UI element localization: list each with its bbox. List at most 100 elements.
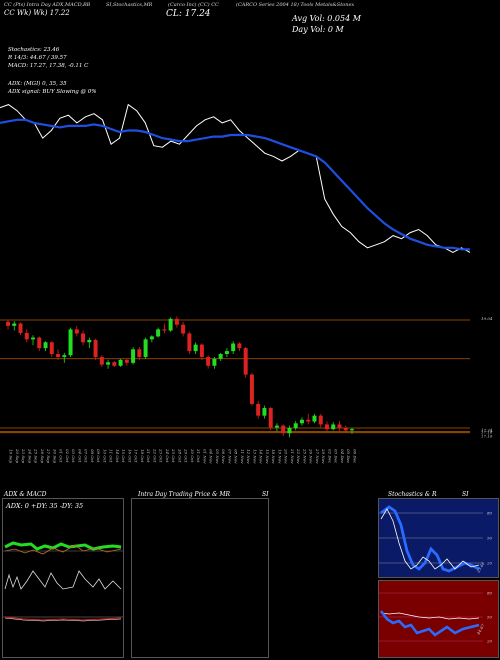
date-label: 26 Sep: [40, 448, 45, 463]
date-label: 11 Nov: [240, 449, 245, 464]
price-level-label: 17.18: [481, 430, 493, 435]
adx-readout: ADX: (MGI) 0, 35, 35: [8, 81, 67, 87]
stochastics-readout: Stochastics: 23.46: [8, 47, 60, 53]
price-level-label: 17.24: [481, 427, 493, 432]
date-label: 27 Sep: [46, 448, 51, 463]
date-label: 21 Nov: [290, 448, 295, 464]
date-label: 18 Nov: [271, 449, 276, 464]
date-label: 04 Oct: [77, 449, 82, 463]
adx-orange-line: [4, 544, 122, 555]
date-label: 05 Dec: [346, 449, 351, 464]
adx-macd-title: ADX & MACD: [4, 491, 47, 498]
candle-body: [331, 424, 336, 430]
candle-body: [256, 403, 261, 416]
candle-body: [68, 329, 73, 356]
date-label: 05 Nov: [215, 449, 220, 464]
date-label: 27 Nov: [315, 448, 320, 464]
date-label: 31 Oct: [196, 449, 201, 463]
date-label: 02 Dec: [327, 449, 332, 464]
stoch-si-label: SI: [462, 491, 469, 498]
date-label: 14 Oct: [115, 449, 120, 463]
candle-body: [299, 419, 304, 424]
candle-body: [118, 359, 123, 366]
adx-macd-panel: ADX: 0 +DY: 35 -DY: 35: [2, 498, 124, 658]
left-info: CC Wk) Wk) 17.22: [4, 9, 70, 17]
candle-body: [143, 339, 148, 357]
date-label: 03 Oct: [71, 449, 76, 463]
date-label: 11 Oct: [109, 449, 114, 463]
candle-body: [243, 348, 248, 375]
close-price-line: [0, 103, 471, 253]
day-vol-label: Day Vol: 0 M: [292, 25, 344, 34]
price-top-label: 19.04: [481, 316, 493, 321]
candle-body: [199, 344, 204, 357]
candle-body: [74, 329, 79, 334]
date-label: 15 Oct: [121, 449, 126, 463]
candle-body: [237, 343, 242, 349]
date-label: 01 Oct: [59, 449, 64, 463]
candle-body: [49, 342, 54, 355]
header-item-1: CC (Pts) Intra Day ADX,MACD,BB: [4, 2, 91, 8]
candle-body: [106, 362, 111, 365]
candle-body: [124, 359, 129, 363]
candle-body: [131, 349, 136, 363]
adx-white-line: [4, 570, 122, 590]
adx-green-line: [4, 541, 122, 551]
candle-body: [293, 423, 298, 428]
date-label: 30 Oct: [190, 449, 195, 463]
candle-body: [112, 362, 117, 366]
date-label: 12 Nov: [246, 449, 251, 464]
date-label: 30 Sep: [52, 449, 57, 463]
candle-body: [281, 425, 286, 434]
candle-body: [312, 415, 317, 422]
candle-body: [162, 329, 167, 331]
candle-body: [262, 408, 267, 416]
si-tick-label: 20: [486, 639, 493, 644]
stoch-value-label: 23.46: [475, 561, 486, 575]
si-panel: 80 50 20 44.67: [378, 580, 499, 658]
date-label: 06 Dec: [353, 449, 358, 464]
stoch-d-line: [380, 508, 480, 570]
candle-body: [218, 354, 223, 359]
candle-body: [324, 424, 329, 430]
candle-body: [206, 356, 211, 366]
date-label: 19 Nov: [277, 449, 282, 464]
date-label: 20 Nov: [284, 448, 289, 464]
date-label: 03 Dec: [334, 449, 339, 464]
close-label: CL: 17.24: [166, 9, 211, 19]
candle-body: [337, 424, 342, 428]
stochastics-panel: 80 50 20 23.46: [378, 498, 499, 578]
candle-body: [18, 323, 23, 333]
candle-body: [6, 321, 10, 326]
intraday-title: Intra Day Trading Price & MR: [138, 491, 231, 498]
candle-body: [37, 337, 42, 349]
macd-signal-line: [4, 617, 122, 622]
si-tick-label: 80: [487, 591, 493, 596]
candle-body: [343, 427, 348, 431]
intraday-si-label: SI: [262, 491, 269, 498]
price-level-label: 17.16: [481, 434, 493, 439]
stoch-title: Stochastics & R: [388, 491, 437, 498]
date-label: 14 Nov: [259, 449, 264, 464]
stoch-tick-label: 20: [486, 561, 493, 566]
macd-readout: MACD: 17.27, 17.38, -0.11 C: [8, 63, 89, 69]
date-label: 10 Oct: [102, 449, 107, 463]
moving-average-line: [0, 118, 470, 251]
price-line-chart: [0, 103, 471, 253]
adx-signal-readout: ADX signal: BUY Slowing @ 0%: [8, 89, 97, 95]
candle-body: [212, 358, 217, 366]
date-label: 02 Oct: [65, 449, 70, 463]
avg-vol-label: Avg Vol: 0.054 M: [292, 14, 361, 23]
date-label: 08 Nov: [234, 449, 239, 464]
date-label: 15 Nov: [265, 449, 270, 464]
header-item-4: (CARCO Series 2004 18) Tools Metals&Ston…: [236, 2, 355, 8]
candle-body: [56, 354, 61, 357]
si-tick-label: 50: [487, 615, 493, 620]
candle-body: [12, 323, 17, 326]
candle-body: [187, 333, 192, 352]
date-label: 17 Oct: [134, 449, 139, 463]
r-readout: R 14/3: 44.67 / 39.57: [8, 55, 67, 61]
